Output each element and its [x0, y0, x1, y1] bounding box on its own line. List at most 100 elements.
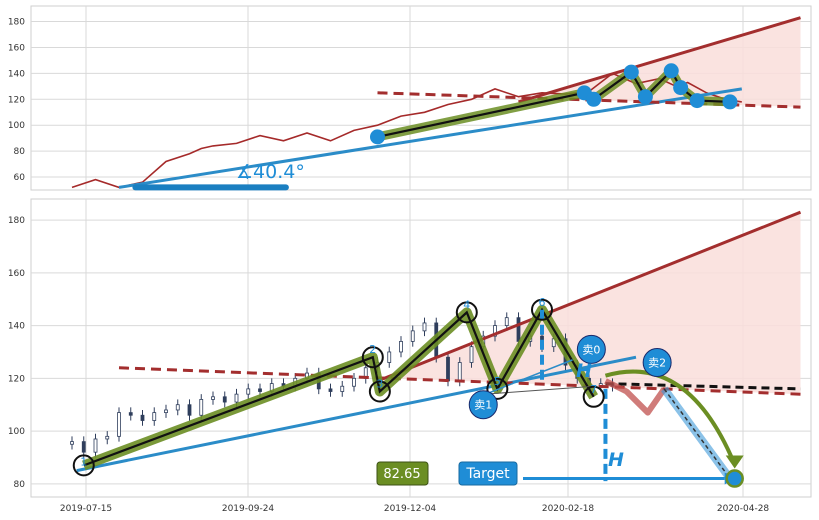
candle-body [387, 351, 392, 363]
candle-body [234, 393, 239, 403]
target-box-bg [458, 461, 518, 486]
candle-body [328, 388, 333, 392]
overview-wave-dot [586, 91, 602, 107]
overview-resistance-line [518, 16, 801, 104]
sell1-connector-blue [485, 359, 573, 395]
candle-body [117, 412, 121, 437]
overview-panel: 60 80 100 120 140 160 180 ∡40.4° [8, 5, 812, 191]
overview-y-tick-label: 160 [8, 43, 25, 53]
overview-y-tick-label: 140 [8, 69, 25, 79]
main-x-tick-label: 2019-09-24 [222, 504, 275, 514]
overview-wave-dot [673, 80, 689, 96]
angle-label: ∡40.4° [236, 161, 305, 183]
wave-point-label: 6 [539, 296, 546, 309]
target-box: Target [458, 461, 518, 486]
overview-y-tick-label: 180 [8, 18, 25, 28]
main-x-ticks: 2019-07-15 2019-09-24 2019-12-04 2020-02-18… [60, 504, 770, 514]
candle-body [399, 341, 403, 353]
overview-wave-dot [689, 93, 705, 109]
main-plot: 1 2 3 4 5 6 7 卖0 卖1 卖2 [70, 210, 802, 488]
overview-plot [71, 16, 801, 191]
overview-y-tick-label: 60 [14, 173, 26, 183]
wave-point-4: 4 [455, 298, 478, 324]
projection-red [604, 378, 667, 416]
candle-body [175, 404, 180, 411]
value-box-text: 82.65 [383, 467, 420, 482]
sell-marker-label: 卖2 [648, 357, 666, 370]
sell-marker-circle [576, 334, 606, 364]
wave-point-label: 7 [590, 383, 597, 396]
sell-marker-卖0: 卖0 [576, 334, 606, 364]
wave-point-2: 2 [361, 343, 384, 369]
wave-point-1: 1 [72, 454, 95, 477]
main-x-tick-label: 2020-02-18 [542, 504, 595, 514]
sell-marker-label: 卖1 [474, 399, 492, 412]
overview-y-ticks: 60 80 100 120 140 160 180 [8, 18, 25, 183]
main-y-tick-label: 180 [8, 216, 25, 226]
wave-point-3: 3 [368, 378, 391, 403]
overview-wave-dot [663, 63, 679, 79]
wave-point-circle [531, 298, 553, 321]
candle-body [493, 325, 497, 337]
main-y-ticks: 80 100 120 140 160 180 [8, 216, 25, 490]
wave-point-label: 1 [80, 455, 87, 468]
candle-body [152, 412, 157, 421]
main-x-tick-label: 2019-12-04 [384, 504, 437, 514]
wave-point-circle [72, 454, 95, 477]
candle-body [504, 317, 509, 326]
olive-curve-arrowhead [725, 455, 744, 469]
value-box-bg [376, 461, 429, 486]
overview-support-line [118, 87, 743, 189]
main-resistance-line [376, 210, 802, 383]
sell-marker-label: 卖0 [582, 343, 600, 356]
overview-wave-dot [623, 64, 639, 80]
wave-point-label: 5 [494, 375, 501, 388]
candle-body [70, 441, 74, 445]
overview-y-tick-label: 80 [14, 147, 26, 157]
target-box-text: Target [465, 466, 510, 482]
value-box: 82.65 [376, 461, 429, 486]
overview-wave-dot [722, 94, 738, 110]
main-x-tick-label: 2019-07-15 [60, 504, 112, 514]
candle-body [199, 399, 204, 416]
wave-point-label: 2 [369, 343, 376, 356]
sell1-connector [485, 385, 594, 395]
main-black-dashed [605, 382, 801, 391]
sell-marker-circle [642, 348, 672, 378]
candle-body [340, 385, 345, 392]
candle-body [105, 435, 110, 440]
wave-point-7: 7 [582, 383, 605, 408]
overview-price-line [71, 72, 742, 189]
wave-point-6: 6 [531, 296, 553, 321]
wave-point-circle [368, 380, 391, 403]
candle-body [446, 356, 450, 382]
wave-point-circle [455, 301, 478, 324]
height-label-lower: H [608, 449, 624, 471]
main-y-tick-label: 140 [8, 322, 25, 332]
wave-point-label: 3 [376, 378, 383, 391]
main-x-tick-label: 2020-04-28 [717, 504, 770, 514]
sell-marker-circle [468, 390, 498, 420]
wave-point-5: 5 [486, 375, 509, 400]
olive-curve-arrow [604, 369, 737, 466]
candle-body [469, 346, 474, 363]
candle-body [140, 414, 145, 421]
wave-point-circle [582, 385, 605, 408]
candle-body [93, 438, 98, 453]
candle-body [258, 388, 262, 392]
candle-body [516, 317, 521, 342]
candle-body [187, 404, 192, 416]
wave-point-circle [486, 377, 509, 400]
main-y-tick-label: 160 [8, 269, 25, 279]
main-y-tick-label: 100 [8, 427, 25, 437]
candle-body [222, 396, 227, 403]
sell-marker-卖1: 卖1 [468, 390, 498, 420]
overview-wave-dot [370, 129, 385, 145]
main-y-tick-label: 80 [14, 480, 26, 490]
sell-marker-卖2: 卖2 [642, 348, 672, 378]
candle-body [410, 330, 415, 342]
main-y-tick-label: 120 [8, 374, 25, 384]
candle-body [81, 441, 86, 453]
